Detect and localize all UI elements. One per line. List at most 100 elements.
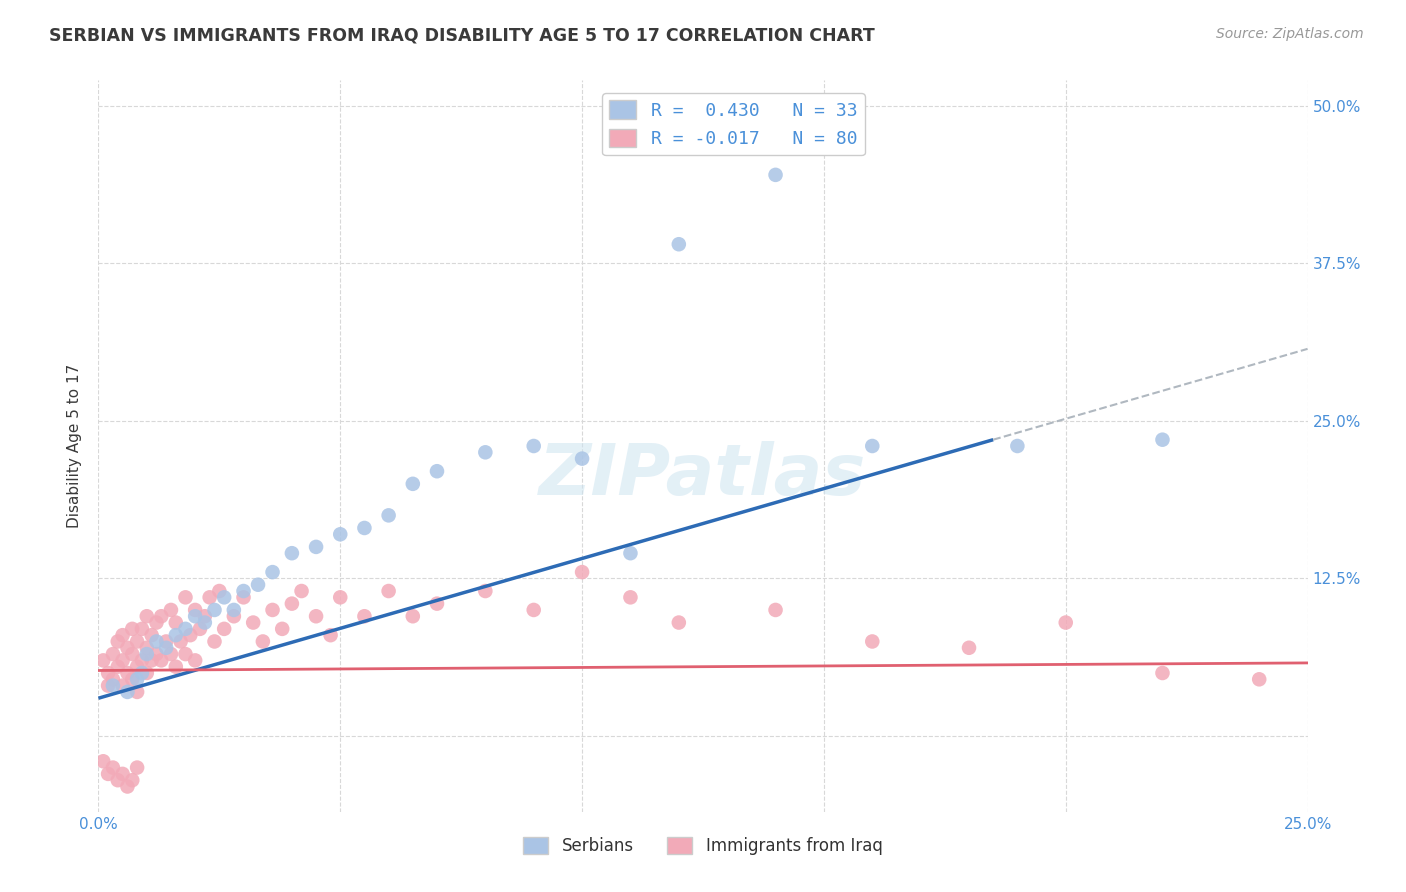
- Point: [281, 546, 304, 560]
- Point: [131, 622, 153, 636]
- Point: [184, 653, 207, 667]
- Point: [179, 628, 201, 642]
- Point: [212, 591, 235, 605]
- Point: [117, 780, 139, 794]
- Point: [204, 603, 226, 617]
- Point: [1249, 673, 1271, 687]
- Point: [135, 640, 157, 655]
- Point: [222, 603, 245, 617]
- Point: [121, 622, 143, 636]
- Point: [127, 634, 149, 648]
- Point: [232, 591, 254, 605]
- Point: [198, 591, 221, 605]
- Text: SERBIAN VS IMMIGRANTS FROM IRAQ DISABILITY AGE 5 TO 17 CORRELATION CHART: SERBIAN VS IMMIGRANTS FROM IRAQ DISABILI…: [49, 27, 875, 45]
- Point: [571, 451, 593, 466]
- Point: [212, 622, 235, 636]
- Point: [145, 634, 167, 648]
- Point: [145, 615, 167, 630]
- Point: [184, 609, 207, 624]
- Point: [1007, 439, 1029, 453]
- Point: [101, 647, 124, 661]
- Point: [242, 615, 264, 630]
- Point: [160, 647, 183, 661]
- Point: [619, 591, 641, 605]
- Point: [141, 628, 163, 642]
- Point: [1152, 433, 1174, 447]
- Point: [222, 609, 245, 624]
- Point: [135, 609, 157, 624]
- Point: [571, 565, 593, 579]
- Point: [402, 609, 425, 624]
- Point: [204, 634, 226, 648]
- Point: [117, 640, 139, 655]
- Point: [165, 659, 187, 673]
- Point: [135, 647, 157, 661]
- Point: [1152, 665, 1174, 680]
- Point: [860, 634, 883, 648]
- Point: [141, 653, 163, 667]
- Point: [252, 634, 274, 648]
- Point: [305, 540, 328, 554]
- Point: [474, 445, 496, 459]
- Point: [194, 609, 217, 624]
- Point: [188, 622, 211, 636]
- Point: [765, 603, 787, 617]
- Point: [97, 679, 120, 693]
- Point: [97, 767, 120, 781]
- Point: [127, 659, 149, 673]
- Point: [155, 634, 177, 648]
- Point: [91, 653, 114, 667]
- Point: [668, 615, 690, 630]
- Point: [353, 609, 375, 624]
- Point: [111, 679, 134, 693]
- Point: [271, 622, 294, 636]
- Point: [377, 508, 399, 523]
- Point: [155, 640, 177, 655]
- Point: [174, 622, 197, 636]
- Point: [135, 665, 157, 680]
- Point: [426, 597, 449, 611]
- Point: [208, 584, 231, 599]
- Point: [107, 659, 129, 673]
- Point: [150, 609, 173, 624]
- Point: [174, 591, 197, 605]
- Point: [765, 168, 787, 182]
- Point: [262, 565, 284, 579]
- Point: [402, 476, 425, 491]
- Point: [329, 527, 352, 541]
- Point: [127, 673, 149, 687]
- Point: [121, 673, 143, 687]
- Point: [165, 628, 187, 642]
- Point: [145, 647, 167, 661]
- Point: [131, 653, 153, 667]
- Point: [111, 628, 134, 642]
- Point: [281, 597, 304, 611]
- Point: [127, 761, 149, 775]
- Text: Source: ZipAtlas.com: Source: ZipAtlas.com: [1216, 27, 1364, 41]
- Point: [117, 685, 139, 699]
- Point: [377, 584, 399, 599]
- Point: [169, 634, 191, 648]
- Point: [131, 665, 153, 680]
- Point: [101, 673, 124, 687]
- Point: [305, 609, 328, 624]
- Point: [127, 685, 149, 699]
- Point: [101, 679, 124, 693]
- Point: [111, 767, 134, 781]
- Legend: Serbians, Immigrants from Iraq: Serbians, Immigrants from Iraq: [517, 830, 889, 862]
- Point: [426, 464, 449, 478]
- Point: [97, 665, 120, 680]
- Point: [668, 237, 690, 252]
- Point: [523, 603, 546, 617]
- Point: [150, 653, 173, 667]
- Point: [160, 603, 183, 617]
- Point: [121, 773, 143, 788]
- Point: [1054, 615, 1077, 630]
- Point: [165, 615, 187, 630]
- Point: [107, 634, 129, 648]
- Text: ZIPatlas: ZIPatlas: [540, 441, 866, 509]
- Point: [474, 584, 496, 599]
- Point: [619, 546, 641, 560]
- Point: [319, 628, 342, 642]
- Point: [117, 665, 139, 680]
